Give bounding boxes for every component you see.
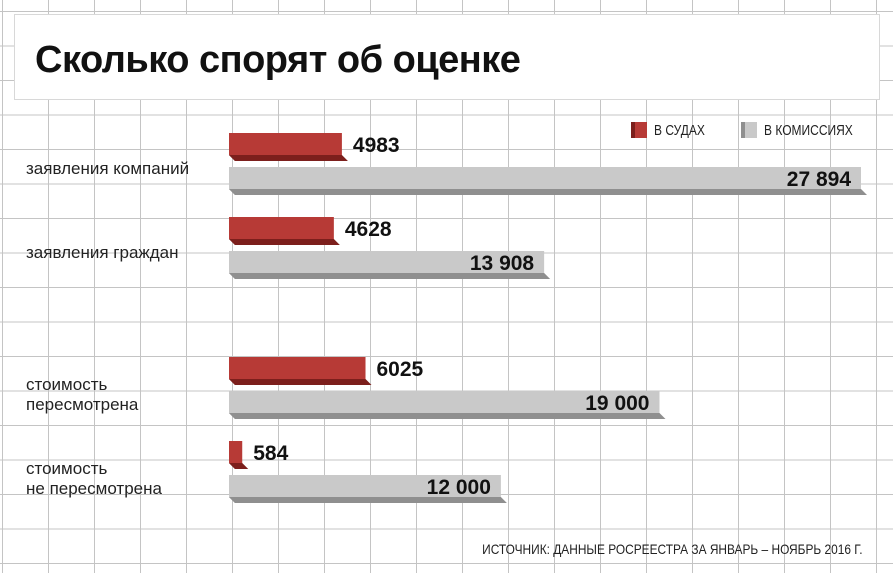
category-label-line2: не пересмотрена: [26, 479, 162, 498]
bar-courts: [229, 133, 342, 155]
category-label-citizens: заявления граждан: [26, 243, 179, 263]
value-label-courts: 6025: [377, 358, 424, 381]
category-label-not-revised: стоимость не пересмотрена: [26, 459, 162, 499]
legend-swatch-commissions: [741, 122, 757, 138]
category-label-line1: стоимость: [26, 459, 108, 478]
value-label-commissions: 12 000: [427, 476, 491, 499]
category-label-companies: заявления компаний: [26, 159, 189, 179]
legend-label-courts: В СУДАХ: [654, 121, 705, 139]
source-note: ИСТОЧНИК: ДАННЫЕ РОСРЕЕСТРА ЗА ЯНВАРЬ – …: [482, 541, 863, 557]
bar-bottom-courts: [229, 155, 348, 161]
bar-courts: [229, 357, 366, 379]
category-label-line1: заявления граждан: [26, 243, 179, 262]
bar-courts: [229, 441, 243, 463]
category-label-line1: стоимость: [26, 375, 108, 394]
legend-courts: В СУДАХ: [631, 118, 718, 142]
value-label-commissions: 27 894: [787, 168, 852, 191]
bar-commissions: [229, 167, 861, 189]
legend-commissions: В КОМИССИЯХ: [741, 118, 875, 142]
bar-bottom-commissions: [229, 497, 507, 503]
value-label-courts: 584: [253, 442, 288, 465]
chart-title: Сколько спорят об оценке: [35, 39, 521, 81]
bar-commissions: [229, 391, 660, 413]
bar-bottom-commissions: [229, 273, 551, 279]
bar-commissions: [229, 475, 501, 497]
bar-bottom-courts: [229, 239, 340, 245]
value-label-commissions: 19 000: [585, 392, 649, 415]
category-label-revised: стоимость пересмотрена: [26, 375, 138, 415]
value-label-commissions: 13 908: [470, 252, 535, 275]
legend-swatch-courts: [631, 122, 647, 138]
category-label-line1: заявления компаний: [26, 159, 190, 178]
bar-bottom-commissions: [229, 189, 867, 195]
value-label-courts: 4628: [345, 218, 392, 241]
bar-bottom-courts: [229, 463, 249, 469]
category-label-line2: пересмотрена: [26, 395, 139, 414]
title-box: Сколько спорят об оценке: [14, 14, 880, 100]
bar-courts: [229, 217, 334, 239]
bar-bottom-commissions: [229, 413, 666, 419]
bar-bottom-courts: [229, 379, 372, 385]
value-label-courts: 4983: [353, 134, 400, 157]
bar-commissions: [229, 251, 545, 273]
legend-label-commissions: В КОМИССИЯХ: [764, 121, 853, 139]
